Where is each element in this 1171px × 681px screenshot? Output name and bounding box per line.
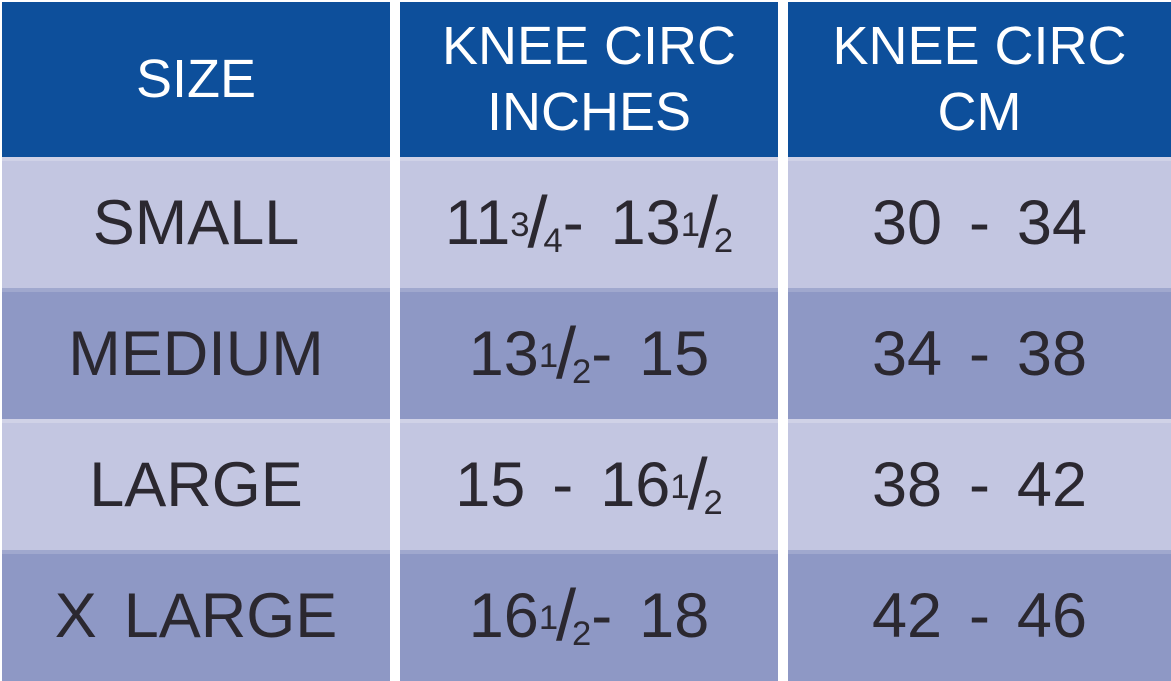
inches-cell-small: 11 3/4 - 13 1/2 xyxy=(400,157,778,288)
inches-cell-xlarge: 16 1/2 - 18 xyxy=(400,550,778,681)
size-cell-medium: MEDIUM xyxy=(2,288,390,419)
cm-cell-medium: 34 - 38 xyxy=(788,288,1171,419)
header-cell-size: SIZE xyxy=(2,2,390,157)
inches-cell-large: 15 - 16 1/2 xyxy=(400,419,778,550)
size-cell-xlarge: X LARGE xyxy=(2,550,390,681)
size-cell-large: LARGE xyxy=(2,419,390,550)
fraction: 3/4 xyxy=(510,182,563,263)
cm-cell-large: 38 - 42 xyxy=(788,419,1171,550)
fraction: 1/2 xyxy=(538,313,592,394)
fraction: 1/2 xyxy=(670,444,723,525)
fraction: 1/2 xyxy=(680,182,734,263)
header-cell-knee-circ-inches: KNEE CIRC INCHES xyxy=(400,2,778,157)
fraction: 1/2 xyxy=(538,575,592,656)
header-cell-knee-circ-cm: KNEE CIRC CM xyxy=(788,2,1171,157)
inches-cell-medium: 13 1/2 - 15 xyxy=(400,288,778,419)
cm-cell-small: 30 - 34 xyxy=(788,157,1171,288)
size-cell-small: SMALL xyxy=(2,157,390,288)
cm-cell-xlarge: 42 - 46 xyxy=(788,550,1171,681)
